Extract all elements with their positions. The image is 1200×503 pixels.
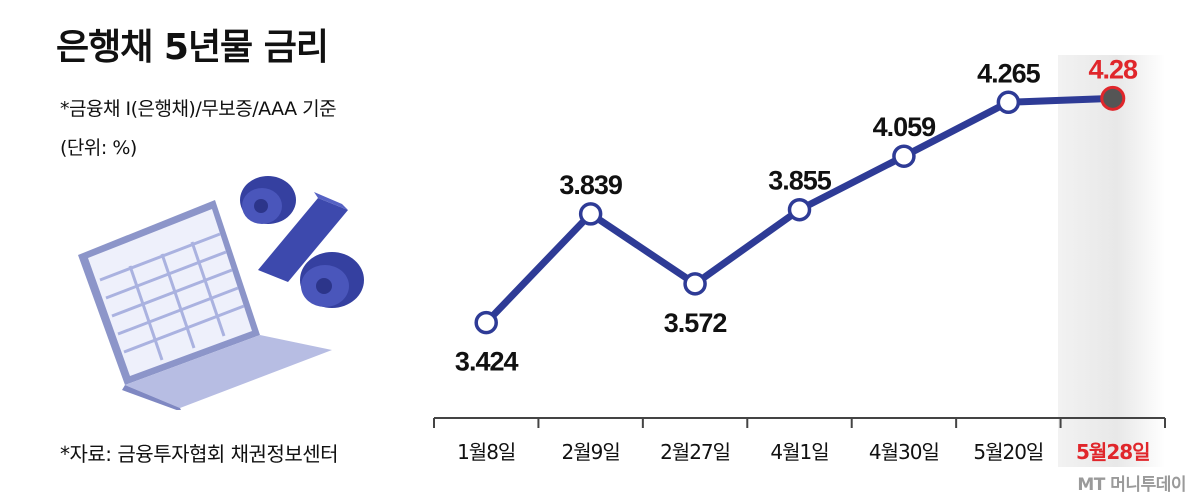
- data-label: 3.572: [664, 308, 727, 338]
- x-tick-label: 2월9일: [562, 440, 620, 464]
- data-label: 3.839: [559, 170, 623, 200]
- x-tick-label: 4월1일: [770, 440, 828, 464]
- data-label: 4.059: [873, 112, 937, 142]
- highlight-band: [1058, 55, 1165, 467]
- x-tick-label: 5월20일: [973, 440, 1043, 464]
- data-point: [578, 202, 603, 226]
- x-tick-label: 5월28일: [1076, 440, 1150, 464]
- data-point: [787, 197, 812, 222]
- x-tick-label: 1월8일: [457, 440, 515, 464]
- laptop-spreadsheet-percent-icon: [78, 176, 364, 410]
- x-tick-label: 4월30일: [869, 440, 939, 464]
- data-label: 3.424: [455, 347, 519, 377]
- chart-title: 은행채 5년물 금리: [56, 27, 329, 68]
- data-point: [996, 90, 1021, 115]
- data-point: [683, 272, 707, 296]
- unit-label: (단위: %): [60, 137, 137, 159]
- data-label: 4.28: [1089, 54, 1139, 84]
- source-note: *자료: 금융투자협회 채권정보센터: [60, 442, 339, 466]
- data-point: [474, 310, 498, 335]
- data-point: [892, 144, 916, 168]
- data-label: 4.265: [977, 58, 1041, 88]
- x-tick-label: 2월27일: [660, 440, 730, 464]
- data-label: 3.855: [768, 166, 832, 196]
- data-point: [1100, 85, 1126, 111]
- chart-subtitle: *금융채 Ⅰ(은행채)/무보증/AAA 기준: [60, 98, 337, 120]
- publisher-watermark: MT 머니투데이: [1077, 475, 1186, 495]
